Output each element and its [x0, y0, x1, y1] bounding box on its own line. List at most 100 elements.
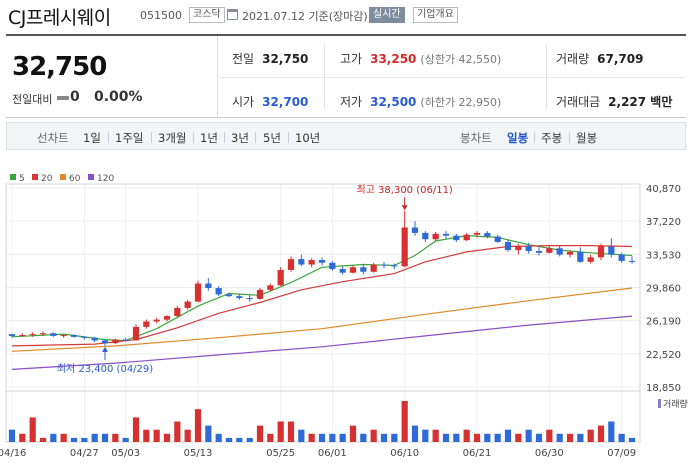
legend-swatch-5	[10, 174, 16, 180]
volume-bar	[267, 433, 274, 442]
y-tick-label: 18,850	[646, 383, 681, 394]
candle-body	[163, 316, 171, 320]
candle-daily[interactable]: 일봉	[507, 131, 529, 145]
candle-body	[577, 251, 584, 262]
period-10y[interactable]: 10년	[295, 131, 321, 145]
legend-120: 120	[97, 174, 114, 184]
volume-bar	[597, 425, 605, 442]
volume-bar	[205, 425, 212, 442]
prev-close: 전일 32,750	[232, 52, 309, 66]
candle-body	[618, 254, 625, 261]
candle-body	[370, 264, 377, 272]
candle-body	[60, 335, 67, 337]
candle-monthly[interactable]: 월봉	[576, 131, 598, 145]
company-info-button[interactable]: 기업개요	[413, 7, 458, 23]
volume-bar	[391, 433, 398, 442]
legend-5: 5	[19, 174, 25, 184]
candle-body	[122, 339, 129, 341]
candle-body	[8, 334, 16, 336]
volume-bar	[112, 433, 119, 442]
market-tag: 코스닥	[189, 7, 225, 23]
volume-bar	[143, 429, 150, 442]
x-tick-label: 06/01	[318, 448, 347, 459]
volume-bar	[81, 437, 88, 442]
y-tick-label: 33,530	[646, 250, 681, 261]
volume-bar	[50, 433, 57, 442]
candle-body	[308, 260, 315, 265]
period-1w[interactable]: 1주일	[115, 131, 144, 145]
candle-body	[215, 288, 222, 295]
x-tick-label: 06/30	[535, 448, 564, 459]
period-1d[interactable]: 1일	[83, 131, 101, 145]
volume-bar	[370, 429, 377, 442]
volume: 거래량 67,709	[556, 52, 644, 66]
volume-bar	[422, 429, 429, 442]
volume-bar	[566, 433, 574, 442]
period-5y[interactable]: 5년	[263, 131, 281, 145]
candle-body	[50, 333, 57, 336]
candlestick-chart[interactable]: 5 20 60 120 40,870 37,220 33,530 29,860 26,190 22…	[0, 150, 692, 463]
realtime-button[interactable]: 실시간	[369, 7, 405, 23]
trade-amount: 거래대금 2,227 백만	[556, 95, 673, 109]
candle-body	[287, 259, 295, 270]
x-tick-label: 05/25	[266, 448, 295, 459]
candle-body	[525, 246, 532, 251]
volume-bar	[277, 421, 284, 442]
candle-body	[29, 334, 36, 336]
change-value: 0	[70, 89, 80, 105]
volume-bar	[132, 417, 140, 442]
volume-bar	[442, 433, 450, 442]
volume-bar	[8, 429, 16, 442]
y-tick-label: 40,870	[646, 184, 681, 195]
volume-bar	[401, 401, 408, 442]
candle-body	[360, 267, 367, 272]
volume-bar	[308, 433, 315, 442]
volume-bar	[515, 433, 522, 442]
volume-legend-swatch	[658, 399, 661, 408]
period-selector: 선차트 1일 1주일 3개월 1년 3년 5년 10년 봉차트 일봉 주봉 월봉	[6, 122, 686, 150]
candle-body	[112, 339, 119, 344]
period-3m[interactable]: 3개월	[158, 131, 187, 145]
candle-body	[587, 257, 594, 262]
x-tick-label: 06/21	[463, 448, 492, 459]
line-chart-label: 선차트	[37, 131, 69, 145]
volume-bar	[432, 429, 439, 442]
candle-body	[256, 289, 264, 299]
volume-bar	[453, 433, 460, 442]
candle-body	[19, 335, 26, 337]
legend-swatch-60	[60, 174, 66, 180]
y-tick-label: 26,190	[646, 317, 681, 328]
flat-change-icon	[57, 96, 69, 100]
volume-bar	[225, 437, 233, 442]
volume-bar	[101, 433, 109, 442]
volume-bar	[122, 437, 129, 442]
volume-bar	[360, 433, 367, 442]
change-label: 전일대비	[12, 93, 53, 106]
quote-date: 2021.07.12 기준(장마감)	[242, 10, 368, 23]
candle-body	[494, 236, 501, 242]
candle-weekly[interactable]: 주봉	[541, 131, 563, 145]
low-annotation: 최저 23,400 (04/29)	[57, 363, 153, 375]
candle-body	[132, 326, 140, 341]
ma-line-60	[11, 287, 633, 352]
legend-20: 20	[41, 174, 53, 184]
candle-body	[608, 246, 615, 255]
stock-code: 051500	[140, 9, 182, 22]
candle-body	[453, 235, 460, 241]
calendar-icon	[227, 9, 238, 20]
candle-body	[329, 262, 336, 270]
volume-bar	[318, 433, 326, 442]
candle-body	[194, 283, 202, 302]
candle-body	[39, 333, 47, 335]
price-chart[interactable]: 5 20 60 120 40,870 37,220 33,530 29,860 26,190 22…	[0, 150, 692, 463]
volume-bar	[556, 433, 563, 442]
candle-body	[504, 241, 512, 251]
volume-bar	[587, 429, 594, 442]
legend-swatch-20	[32, 174, 38, 180]
period-1y[interactable]: 1년	[200, 131, 218, 145]
volume-bar	[194, 409, 202, 442]
period-3y[interactable]: 3년	[231, 131, 249, 145]
candle-body	[401, 227, 408, 267]
volume-bar	[329, 433, 336, 442]
change-percent: 0.00%	[94, 89, 143, 105]
